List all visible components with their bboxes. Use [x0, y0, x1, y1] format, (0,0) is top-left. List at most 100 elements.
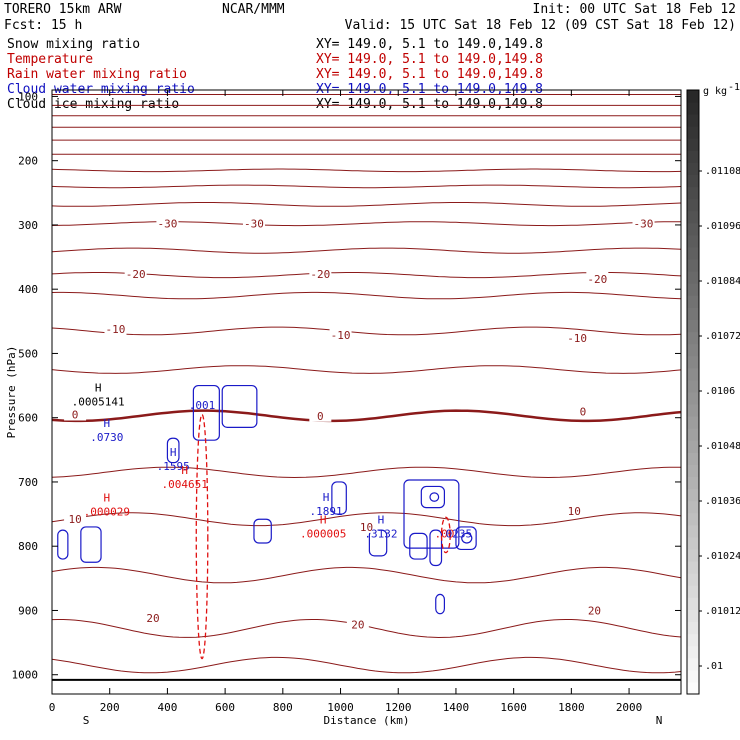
temperature-contour: [51, 272, 682, 279]
rain-contour: [195, 413, 209, 660]
contour-label: 10: [68, 513, 81, 526]
contour-label-bg: [632, 216, 655, 230]
y-tick-label: 200: [18, 155, 38, 168]
y-tick-label: 1000: [12, 669, 39, 682]
colorbar-segment: [687, 247, 699, 260]
field-name: Rain water mixing ratio: [7, 67, 187, 82]
plot-frame: [51, 89, 682, 695]
x-tick-label: 400: [157, 701, 177, 714]
max-value: .1891: [310, 505, 343, 518]
colorbar-unit-exponent: -1: [728, 82, 740, 93]
cloud-water-contour: [403, 479, 460, 549]
colorbar-label: .01096: [705, 221, 740, 232]
cloud-water-contour: [57, 529, 69, 560]
cloud-water-contour: [368, 529, 388, 557]
contour-label-bg: [329, 327, 352, 341]
colorbar-segment: [687, 452, 699, 465]
temperature-contour: [51, 168, 682, 173]
y-tick-label: 500: [18, 347, 38, 360]
colorbar-segment: [687, 428, 699, 441]
colorbar-segment: [687, 524, 699, 538]
contour-label: -20: [126, 268, 146, 281]
max-value: .000029: [84, 506, 130, 519]
x-tick-label: 0: [49, 701, 56, 714]
colorbar-segment: [687, 174, 699, 188]
colorbar-segment: [687, 198, 699, 212]
colorbar-segment: [687, 150, 699, 163]
max-marker: H: [320, 513, 327, 526]
field-name: Temperature: [7, 52, 93, 67]
field-name: Cloud ice mixing ratio: [7, 97, 179, 112]
colorbar-label: .01072: [705, 331, 740, 342]
contour-label-bg: [124, 266, 147, 280]
y-tick-label: 700: [18, 476, 38, 489]
rain-contour: [440, 516, 451, 554]
colorbar-label: .01108: [705, 166, 740, 177]
temperature-contour: [51, 365, 682, 374]
contour-label: -20: [587, 273, 607, 286]
contour-label-bg: [583, 603, 606, 617]
cloud-water-contour: [221, 384, 258, 428]
max-marker: H: [323, 491, 330, 504]
field-name: Snow mixing ratio: [7, 37, 140, 52]
colorbar-segment: [687, 536, 699, 550]
center-label: NCAR/MMM: [222, 2, 285, 17]
fcst-label: Fcst: 15 h: [4, 18, 82, 33]
colorbar-segment: [687, 162, 699, 176]
contour-label: -10: [331, 329, 351, 342]
x-axis-label: Distance (km): [323, 714, 409, 727]
colorbar-segment: [687, 669, 699, 683]
contour-label-bg: [586, 271, 609, 285]
max-value: .004651: [162, 478, 208, 491]
colorbar-segment: [687, 331, 699, 345]
contour-label: -30: [634, 218, 654, 231]
max-value: .0730: [90, 431, 123, 444]
contour-label-bg: [355, 519, 378, 533]
colorbar-segment: [687, 561, 699, 574]
contour-label-bg: [242, 216, 265, 230]
temperature-contour: [51, 409, 682, 423]
y-tick-label: 400: [18, 283, 38, 296]
max-value: .0005141: [72, 396, 125, 409]
colorbar-segment: [687, 440, 699, 453]
x-tick-label: 800: [273, 701, 293, 714]
colorbar-segment: [687, 633, 699, 647]
colorbar-segment: [687, 295, 699, 308]
colorbar-label: .01036: [705, 496, 740, 507]
colorbar-unit: g kg: [703, 86, 727, 97]
max-marker: H: [378, 513, 385, 526]
contour-label-bg: [104, 322, 127, 336]
temperature-contour: [51, 326, 682, 336]
colorbar-label: .01: [705, 661, 723, 672]
colorbar-segment: [687, 90, 699, 103]
contour-label: 10: [568, 505, 581, 518]
colorbar-segment: [687, 585, 699, 598]
max-value: .00: [434, 527, 454, 540]
colorbar-segment: [687, 210, 699, 224]
temperature-contour: [51, 184, 682, 189]
colorbar-segment: [687, 549, 699, 562]
contour-label-bg: [156, 216, 179, 230]
colorbar: .01 .01012 .01024 .01036 .01048 .0106 .01072 .0…: [686, 82, 740, 695]
colorbar-segment: [687, 645, 699, 659]
cloud-water-contour: [80, 526, 102, 563]
field-xy: XY= 149.0, 5.1 to 149.0,149.8: [316, 97, 543, 112]
colorbar-segment: [687, 464, 699, 478]
contour-label-bg: [64, 512, 87, 526]
max-marker: H: [104, 492, 111, 505]
max-marker: H: [104, 417, 111, 430]
colorbar-segment: [687, 283, 699, 296]
cloud-water-contour: [331, 481, 347, 515]
field-legend: Snow mixing ratio XY= 149.0, 5.1 to 149.0…: [7, 37, 543, 112]
contour-label: 0: [317, 410, 324, 423]
colorbar-segment: [687, 355, 699, 369]
y-tick-label: 600: [18, 412, 38, 425]
contour-label: 20: [588, 604, 601, 617]
contour-label: -30: [244, 218, 264, 231]
contour-label: 10: [360, 521, 373, 534]
colorbar-segment: [687, 271, 699, 284]
colorbar-segment: [687, 126, 699, 139]
y-tick-label: 900: [18, 604, 38, 617]
colorbar-segment: [687, 500, 699, 514]
